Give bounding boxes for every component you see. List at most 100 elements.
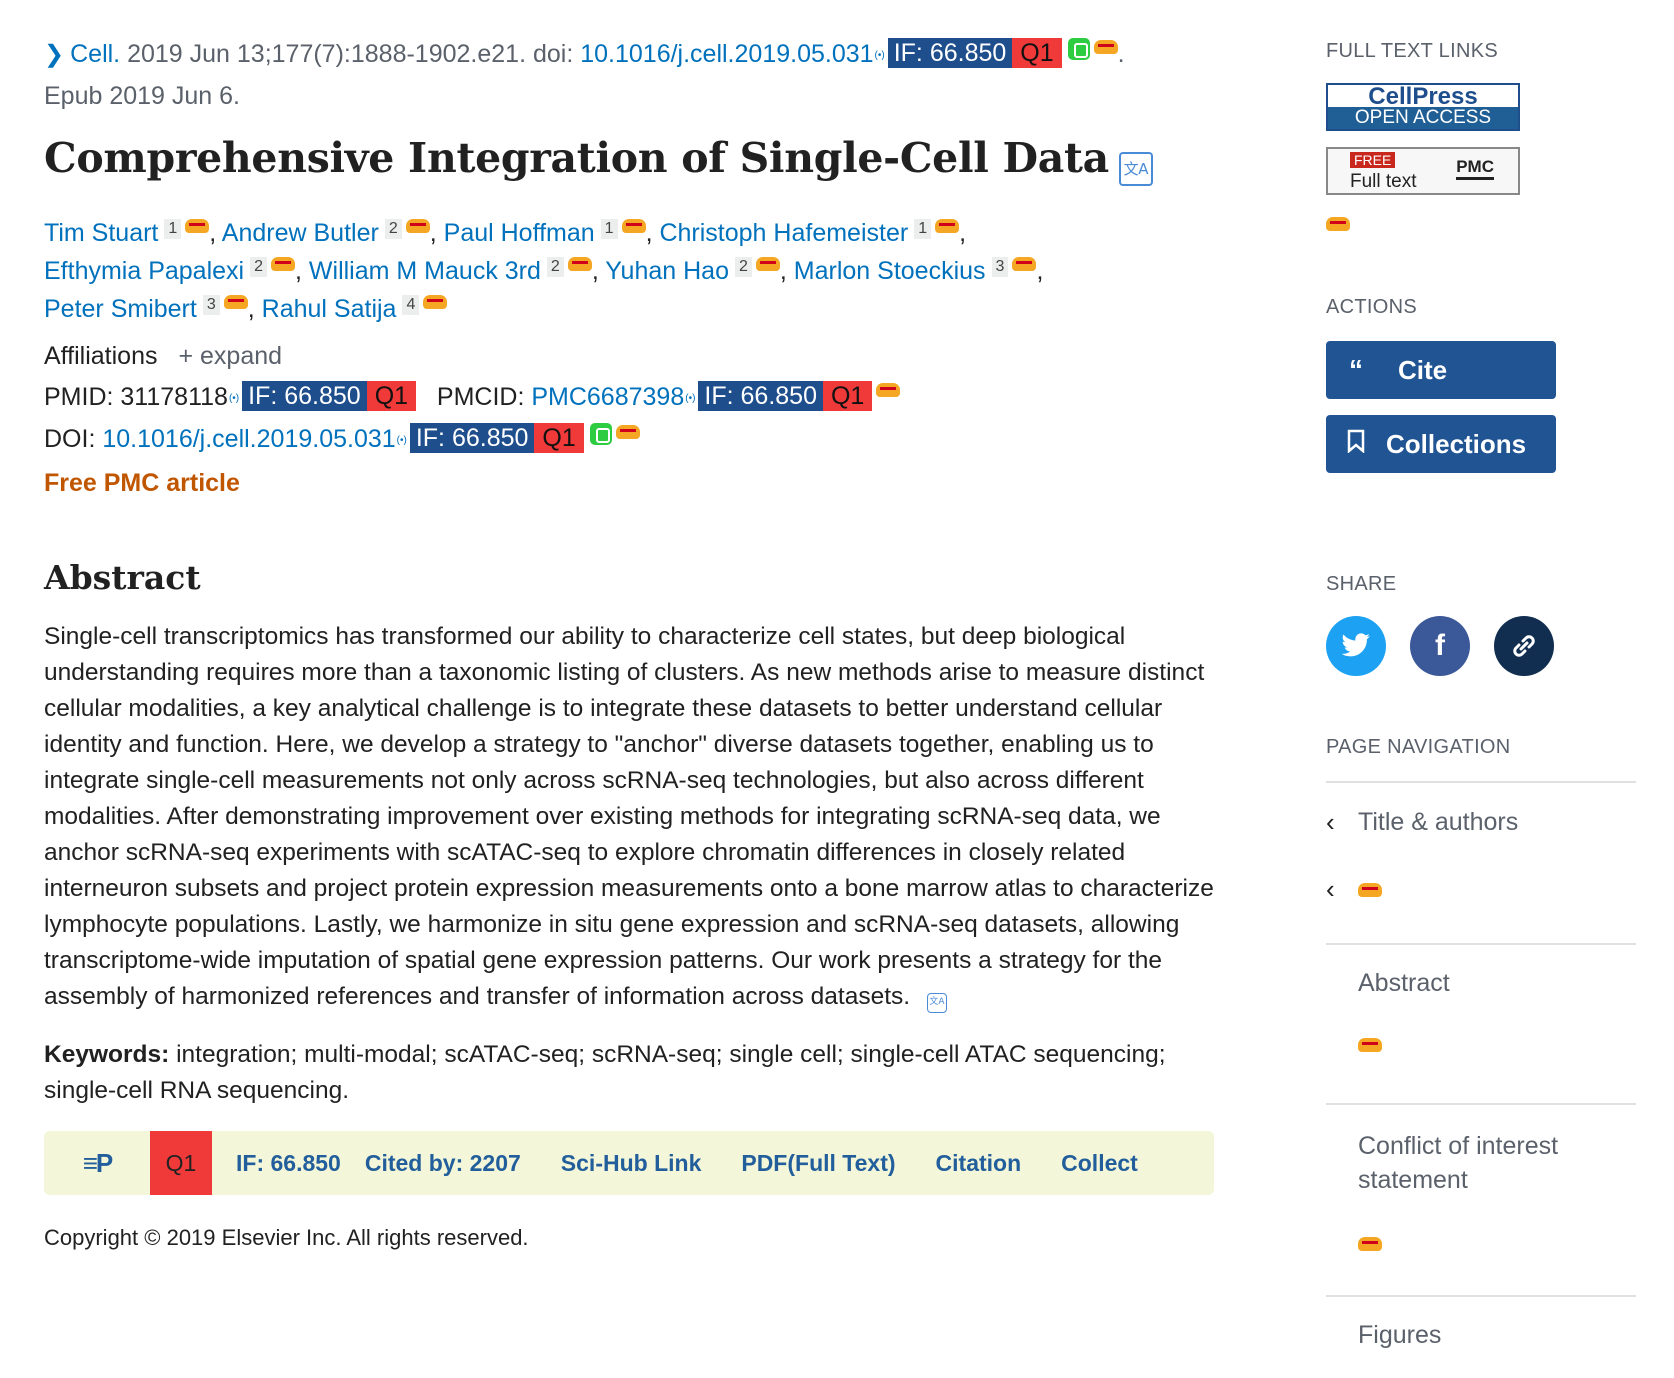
- author-link[interactable]: Peter Smibert: [44, 295, 197, 323]
- pdf-link[interactable]: PDF(Full Text): [741, 1149, 896, 1176]
- lion-icon[interactable]: [1012, 257, 1037, 271]
- translate-icon[interactable]: 文A: [1118, 152, 1153, 186]
- lion-icon[interactable]: [185, 219, 210, 233]
- page-title: Comprehensive Integration of Single-Cell…: [44, 134, 1214, 186]
- lion-icon[interactable]: [405, 219, 430, 233]
- lion-icon[interactable]: [1358, 882, 1382, 897]
- author-link[interactable]: Paul Hoffman: [443, 219, 595, 247]
- chevron-right-icon[interactable]: ❯: [44, 41, 65, 68]
- broadcast-icon[interactable]: (•): [228, 393, 240, 404]
- impact-factor-badge[interactable]: IF: 66.850 Q1: [698, 381, 873, 411]
- twitter-icon[interactable]: [1326, 616, 1386, 676]
- impact-factor-badge[interactable]: IF: 66.850 Q1: [887, 38, 1062, 68]
- affiliations-label: Affiliations: [44, 342, 158, 370]
- main-content: ❯ Cell. 2019 Jun 13;177(7):1888-1902.e21.…: [44, 34, 1214, 1251]
- lion-icon[interactable]: [223, 295, 248, 309]
- plus-icon: +: [178, 342, 194, 370]
- share-buttons: f: [1326, 616, 1636, 676]
- pmc-free-full-text-link[interactable]: FREE Full text PMC: [1326, 147, 1520, 195]
- lion-icon[interactable]: [935, 219, 960, 233]
- pmc-logo: PMC: [1456, 157, 1494, 180]
- lion-icon[interactable]: [1326, 217, 1350, 231]
- affiliation-number[interactable]: 3: [991, 257, 1009, 277]
- affiliation-number[interactable]: 2: [546, 257, 564, 277]
- pmid-value: 31178118: [120, 383, 228, 411]
- affiliation-number[interactable]: 4: [402, 295, 420, 315]
- pmcid-label: PMCID:: [436, 383, 525, 411]
- affiliations-toggle: Affiliations + expand: [44, 342, 1214, 371]
- citation-doi-link[interactable]: 10.1016/j.cell.2019.05.031: [580, 40, 874, 68]
- affiliation-number[interactable]: 3: [202, 295, 220, 315]
- ep-logo-icon[interactable]: ≡P: [82, 1147, 114, 1178]
- broadcast-icon[interactable]: (•): [396, 435, 407, 446]
- abstract-heading: Abstract: [44, 558, 201, 597]
- scihub-link[interactable]: Sci-Hub Link: [560, 1149, 702, 1176]
- nav-item-figures[interactable]: Figures: [1326, 1295, 1636, 1350]
- identifiers: PMID: 31178118(•) IF: 66.850 Q1 PMCID: PMC…: [44, 377, 1214, 461]
- lion-icon[interactable]: [615, 425, 640, 439]
- bookmark-icon: [1326, 428, 1386, 460]
- author-link[interactable]: Rahul Satija: [261, 295, 397, 323]
- page-navigation: ‹ Title & authors ‹ Abstract Conflict of …: [1326, 781, 1636, 1350]
- free-tag: FREE: [1350, 152, 1396, 168]
- free-pmc-article-label[interactable]: Free PMC article: [44, 469, 240, 497]
- translate-icon[interactable]: 文A: [926, 993, 947, 1013]
- pmcid-link[interactable]: PMC6687398: [531, 383, 685, 411]
- open-access-lock-icon[interactable]: [589, 423, 612, 445]
- affiliation-number[interactable]: 2: [250, 257, 268, 277]
- page-navigation-heading: PAGE NAVIGATION: [1326, 736, 1511, 758]
- sidebar: FULL TEXT LINKS CellPress OPEN ACCESS FR…: [1326, 40, 1636, 1350]
- affiliation-number[interactable]: 2: [734, 257, 752, 277]
- lion-icon[interactable]: [271, 257, 296, 271]
- author-link[interactable]: Marlon Stoeckius: [793, 257, 986, 285]
- affiliation-number[interactable]: 1: [600, 219, 618, 239]
- journal-link[interactable]: Cell.: [70, 40, 121, 68]
- broadcast-icon[interactable]: (•): [685, 393, 696, 404]
- chevron-left-icon: ‹: [1326, 874, 1335, 904]
- full-text-label: Full text: [1350, 171, 1417, 192]
- lion-icon[interactable]: [567, 257, 592, 271]
- broadcast-icon[interactable]: (•): [874, 50, 885, 61]
- keywords: Keywords: integration; multi-modal; scAT…: [44, 1037, 1214, 1109]
- affiliation-number[interactable]: 2: [384, 219, 402, 239]
- citation-link[interactable]: Citation: [935, 1149, 1022, 1176]
- affiliation-number[interactable]: 1: [914, 219, 932, 239]
- chevron-left-icon: ‹: [1326, 807, 1335, 837]
- lion-icon[interactable]: [1093, 40, 1118, 54]
- cited-by-link[interactable]: Cited by: 2207: [364, 1149, 521, 1176]
- keywords-text: integration; multi-modal; scATAC-seq; sc…: [44, 1041, 1166, 1104]
- lion-icon[interactable]: [423, 295, 448, 309]
- lion-icon[interactable]: [876, 383, 901, 397]
- open-access-lock-icon[interactable]: [1067, 38, 1090, 60]
- nav-item-conflict-of-interest[interactable]: Conflict of interest statement: [1326, 1103, 1636, 1295]
- expand-affiliations-button[interactable]: + expand: [178, 342, 283, 370]
- lion-icon[interactable]: [621, 219, 646, 233]
- lion-icon[interactable]: [755, 257, 780, 271]
- impact-factor-badge[interactable]: IF: 66.850 Q1: [242, 381, 417, 411]
- nav-item-abstract[interactable]: Abstract: [1326, 943, 1636, 1103]
- cellpress-link[interactable]: CellPress OPEN ACCESS: [1326, 83, 1520, 131]
- author-link[interactable]: Tim Stuart: [44, 219, 159, 247]
- impact-factor-text: IF: 66.850: [236, 1149, 341, 1176]
- author-link[interactable]: Andrew Butler: [221, 219, 379, 247]
- author-link[interactable]: Efthymia Papalexi: [44, 257, 245, 285]
- doi-link[interactable]: 10.1016/j.cell.2019.05.031: [102, 425, 396, 453]
- easy-pubmed-bar: ≡P Q1 IF: 66.850 Cited by: 2207 Sci-Hub …: [44, 1131, 1214, 1195]
- author-list: Tim Stuart 1, Andrew Butler 2, Paul Hoffma…: [44, 219, 1044, 323]
- author-link[interactable]: William M Mauck 3rd: [308, 257, 541, 285]
- lion-icon[interactable]: [1358, 1038, 1382, 1052]
- collections-button[interactable]: Collections: [1326, 415, 1556, 473]
- copyright: Copyright © 2019 Elsevier Inc. All right…: [44, 1225, 529, 1250]
- citation-details: 2019 Jun 13;177(7):1888-1902.e21. doi:: [127, 40, 574, 68]
- collect-link[interactable]: Collect: [1061, 1149, 1138, 1176]
- affiliation-number[interactable]: 1: [164, 219, 182, 239]
- impact-factor-badge[interactable]: IF: 66.850 Q1: [409, 423, 584, 453]
- nav-item-title-authors[interactable]: ‹ Title & authors ‹: [1326, 781, 1636, 943]
- cite-button[interactable]: “Cite: [1326, 341, 1556, 399]
- facebook-icon[interactable]: f: [1410, 616, 1470, 676]
- lion-icon[interactable]: [1358, 1237, 1382, 1251]
- keywords-label: Keywords:: [44, 1041, 170, 1068]
- copy-link-icon[interactable]: [1494, 616, 1554, 676]
- author-link[interactable]: Yuhan Hao: [605, 257, 729, 285]
- author-link[interactable]: Christoph Hafemeister: [659, 219, 909, 247]
